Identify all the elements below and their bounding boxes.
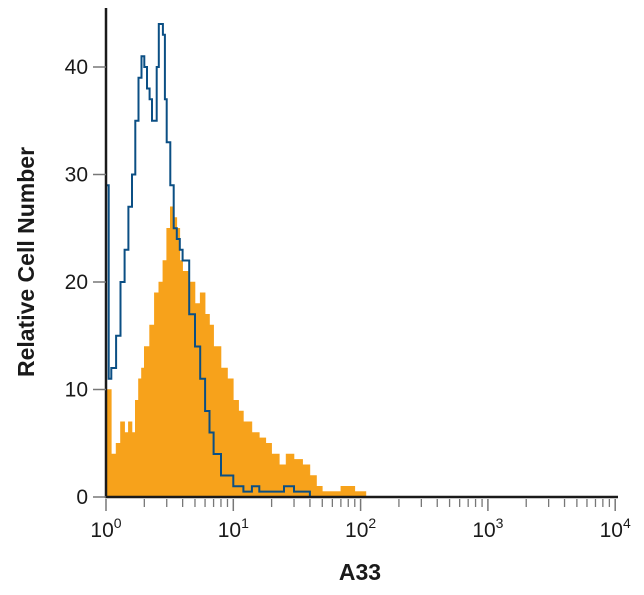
plot-area (105, 23, 369, 498)
x-tick-label: 101 (218, 515, 249, 542)
y-axis-title: Relative Cell Number (13, 147, 39, 377)
axes: 0 10 20 30 40 100 101 102 103 104 (65, 8, 631, 542)
series-filled-histogram (105, 206, 369, 498)
series-outline-histogram (105, 23, 336, 498)
y-tick-label: 30 (65, 164, 88, 187)
x-tick-label: 100 (90, 515, 121, 542)
y-tick-label: 0 (76, 486, 88, 509)
x-tick-label: 104 (600, 515, 631, 542)
y-tick-label: 10 (65, 379, 88, 402)
x-tick-label: 103 (472, 515, 503, 542)
x-axis-title: A33 (339, 559, 381, 585)
y-tick-label: 20 (65, 271, 88, 294)
y-tick-label: 40 (65, 56, 88, 79)
x-tick-label: 102 (345, 515, 376, 542)
